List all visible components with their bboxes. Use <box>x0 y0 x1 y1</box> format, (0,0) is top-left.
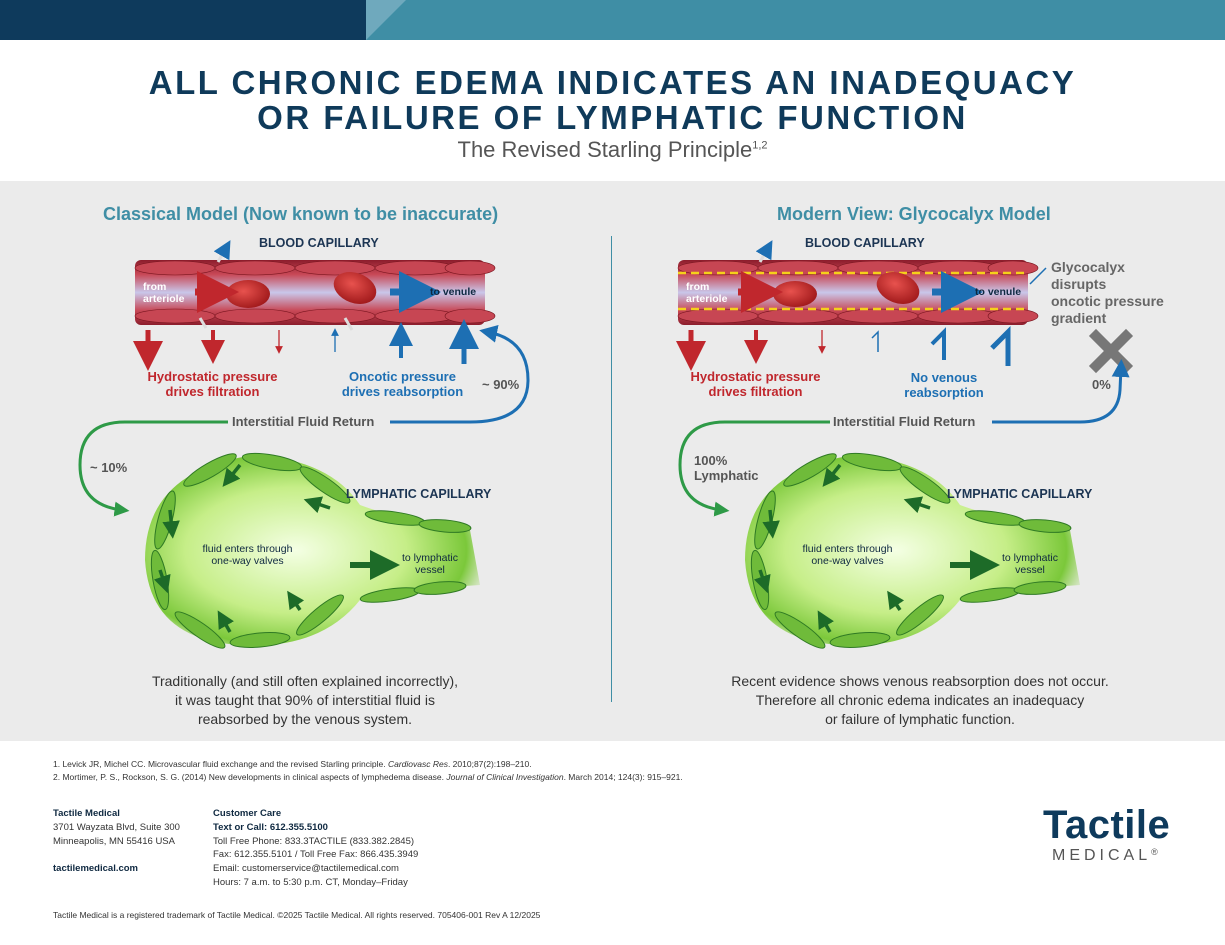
right-fluid-enters: fluid enters through one-way valves <box>802 543 893 567</box>
right-blocked-arrow-3 <box>990 325 1011 366</box>
care-call: Text or Call: 612.355.5100 <box>213 821 328 833</box>
care-hours: Hours: 7 a.m. to 5:30 p.m. CT, Monday–Fr… <box>213 876 408 888</box>
right-blocked-arrow-1 <box>871 330 879 352</box>
reference-1: 1. Levick JR, Michel CC. Microvascular f… <box>53 759 532 769</box>
blocked-x-icon <box>1088 328 1134 374</box>
banner-dark-block <box>0 0 370 40</box>
care-email: Email: customerservice@tactilemedical.co… <box>213 863 399 875</box>
page-title-line2: OR FAILURE OF LYMPHATIC FUNCTION <box>257 99 968 136</box>
ref1-journal: Cardiovasc Res <box>387 759 448 769</box>
right-to-lymphatic-vessel: to lymphatic vessel <box>1001 552 1059 576</box>
banner-teal-block <box>366 0 1225 40</box>
left-lymph-percent: ~ 10% <box>90 460 128 475</box>
modern-heading: Modern View: Glycocalyx Model <box>777 204 1051 224</box>
left-to-lymphatic-vessel: to lymphatic vessel <box>401 552 459 576</box>
right-interstitial-label: Interstitial Fluid Return <box>833 414 976 429</box>
legal-text: Tactile Medical is a registered trademar… <box>53 910 541 920</box>
website-link[interactable]: tactilemedical.com <box>53 863 139 875</box>
right-lymphatic-capillary-label: LYMPHATIC CAPILLARY <box>947 487 1093 501</box>
left-lymphatic-capillary-label: LYMPHATIC CAPILLARY <box>346 487 492 501</box>
company-name: Tactile Medical <box>53 808 120 819</box>
right-lymphatic-capillary <box>745 452 1080 649</box>
reference-2: 2. Mortimer, P. S., Rockson, S. G. (2014… <box>53 772 683 782</box>
left-hydrostatic-label: Hydrostatic pressure drives filtration <box>147 369 278 399</box>
right-hydrostatic-label: Hydrostatic pressure drives filtration <box>690 369 821 399</box>
top-banner <box>0 0 1225 40</box>
address-line2: Minneapolis, MN 55416 USA <box>53 835 175 847</box>
left-interstitial-label: Interstitial Fluid Return <box>232 414 375 429</box>
ref2-text: 2. Mortimer, P. S., Rockson, S. G. (2014… <box>53 772 447 782</box>
left-to-venule: to venule <box>430 286 477 298</box>
banner-diagonal <box>366 0 406 40</box>
right-no-venous-label: No venous reabsorption <box>904 370 984 400</box>
page-title-line1: ALL CHRONIC EDEMA INDICATES AN INADEQUAC… <box>148 64 1077 101</box>
ref1-details: . 2010;87(2):198–210. <box>447 759 532 769</box>
glycocalyx-pointer <box>1029 267 1047 285</box>
left-lymph-return-curve <box>78 420 228 517</box>
care-tollfree: Toll Free Phone: 833.3TACTILE (833.382.2… <box>213 835 415 847</box>
right-blood-capillary-label: BLOOD CAPILLARY <box>805 236 925 250</box>
right-venous-percent: 0% <box>1092 377 1111 392</box>
logo-medical: MEDICAL <box>1052 847 1152 864</box>
subtitle-text: The Revised Starling Principle <box>457 137 753 162</box>
care-title: Customer Care <box>213 808 282 819</box>
right-from-arteriole: from arteriole <box>686 281 728 305</box>
left-from-arteriole: from arteriole <box>143 281 185 305</box>
panel-divider <box>611 236 612 702</box>
right-to-venule: to venule <box>975 286 1022 298</box>
left-venous-return-curve <box>390 324 530 424</box>
right-lymph-return-curve <box>678 420 830 517</box>
logo-registered: ® <box>1151 847 1158 857</box>
right-venous-return-curve <box>992 359 1130 424</box>
left-blood-capillary <box>134 240 496 331</box>
classical-heading: Classical Model (Now known to be inaccur… <box>103 204 499 224</box>
modern-caption: Recent evidence shows venous reabsorptio… <box>731 673 1109 727</box>
right-blocked-arrow-2 <box>930 327 946 360</box>
ref2-details: . March 2014; 124(3): 915–921. <box>563 772 683 782</box>
ref1-text: 1. Levick JR, Michel CC. Microvascular f… <box>53 759 388 769</box>
classical-caption: Traditionally (and still often explained… <box>151 673 459 727</box>
right-lymph-percent: 100% Lymphatic <box>694 453 759 483</box>
left-fluid-enters: fluid enters through one-way valves <box>202 543 293 567</box>
left-lymphatic-capillary <box>145 452 480 649</box>
customer-care-info: Customer Care Text or Call: 612.355.5100… <box>213 807 418 890</box>
right-blood-capillary <box>677 240 1039 325</box>
left-blood-capillary-label: BLOOD CAPILLARY <box>259 236 379 250</box>
subtitle-citation: 1,2 <box>752 139 768 152</box>
logo-subword: MEDICAL® <box>1052 847 1158 865</box>
company-info: Tactile Medical 3701 Wayzata Blvd, Suite… <box>53 807 180 876</box>
left-oncotic-label: Oncotic pressure drives reabsorption <box>341 369 464 399</box>
ref2-journal: Journal of Clinical Investigation <box>446 772 564 782</box>
address-line1: 3701 Wayzata Blvd, Suite 300 <box>53 821 180 833</box>
page-subtitle: The Revised Starling Principle1,2 <box>0 137 1225 163</box>
logo-wordmark: Tactile <box>1043 803 1171 847</box>
left-venous-percent: ~ 90% <box>482 377 520 392</box>
glycocalyx-note: Glycocalyx disrupts oncotic pressure gra… <box>1051 259 1164 326</box>
care-fax: Fax: 612.355.5101 / Toll Free Fax: 866.4… <box>213 849 419 861</box>
